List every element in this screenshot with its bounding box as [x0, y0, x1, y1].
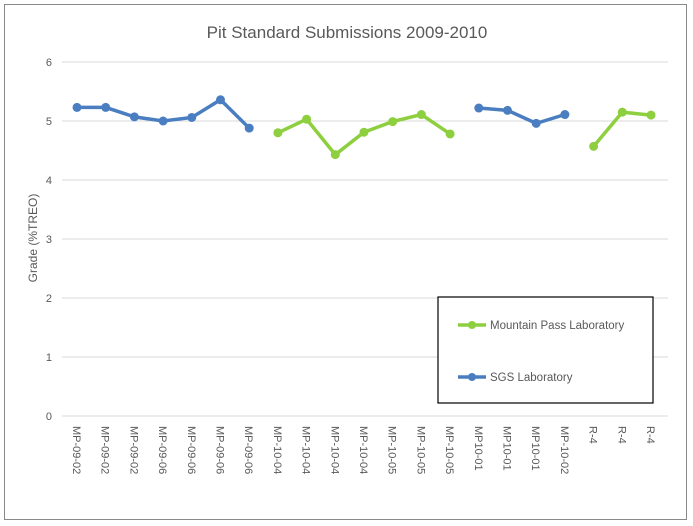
y-tick-label: 6	[46, 57, 52, 69]
x-tick-label: MP10-01	[529, 426, 541, 471]
data-point	[359, 127, 369, 137]
data-point	[158, 116, 168, 126]
x-tick-label: MP-10-04	[328, 426, 340, 474]
legend-label: Mountain Pass Laboratory	[490, 320, 624, 332]
x-tick-label: MP-10-04	[300, 426, 312, 474]
chart-border	[4, 4, 687, 520]
y-tick-label: 2	[46, 293, 52, 305]
x-tick-label: MP-10-05	[443, 426, 455, 474]
x-tick-label: R-4	[587, 426, 599, 444]
y-axis-label: Grade (%TREO)	[26, 194, 40, 283]
data-point	[187, 112, 197, 122]
data-point	[273, 128, 283, 138]
x-tick-label: MP-09-02	[127, 426, 139, 474]
data-point	[101, 102, 111, 112]
y-tick-label: 3	[46, 234, 52, 246]
data-point	[560, 110, 570, 120]
data-point	[531, 118, 541, 128]
data-point	[129, 112, 139, 122]
data-point	[388, 117, 398, 127]
chart-title: Pit Standard Submissions 2009-2010	[207, 23, 488, 42]
data-point	[72, 102, 82, 112]
data-point	[503, 105, 512, 115]
x-tick-label: MP-09-06	[185, 426, 197, 474]
x-tick-label: MP-10-04	[357, 426, 369, 474]
x-tick-label: MP-09-02	[99, 426, 111, 474]
data-point	[445, 129, 455, 139]
data-point	[216, 95, 225, 105]
data-point	[646, 110, 656, 120]
data-point	[474, 103, 484, 113]
legend-label: SGS Laboratory	[490, 372, 573, 384]
data-point	[617, 107, 627, 117]
x-tick-label: MP-10-04	[271, 426, 283, 474]
series-line	[592, 110, 652, 148]
data-point	[589, 141, 599, 151]
data-point	[302, 114, 312, 124]
data-point	[244, 123, 254, 133]
y-tick-label: 0	[46, 411, 52, 423]
x-tick-label: MP10-01	[501, 426, 513, 471]
data-point	[330, 150, 340, 160]
x-tick-label: MP-09-06	[156, 426, 168, 474]
series-line	[478, 106, 566, 126]
y-tick-label: 5	[46, 116, 52, 128]
data-point	[416, 110, 426, 120]
x-tick-label: MP-10-02	[558, 426, 570, 474]
x-tick-label: R-4	[644, 426, 656, 444]
y-tick-label: 1	[46, 352, 52, 364]
x-tick-label: MP-09-02	[70, 426, 82, 474]
legend-box	[437, 296, 654, 404]
x-tick-label: MP-10-05	[414, 426, 426, 474]
y-tick-label: 4	[46, 175, 52, 187]
legend-marker	[468, 373, 476, 381]
x-tick-label: MP-10-05	[386, 426, 398, 474]
x-tick-label: MP-09-06	[214, 426, 226, 474]
legend-marker	[468, 321, 476, 329]
x-tick-label: MP-09-06	[242, 426, 254, 474]
x-tick-label: R-4	[615, 426, 627, 444]
x-tick-label: MP10-01	[472, 426, 484, 471]
